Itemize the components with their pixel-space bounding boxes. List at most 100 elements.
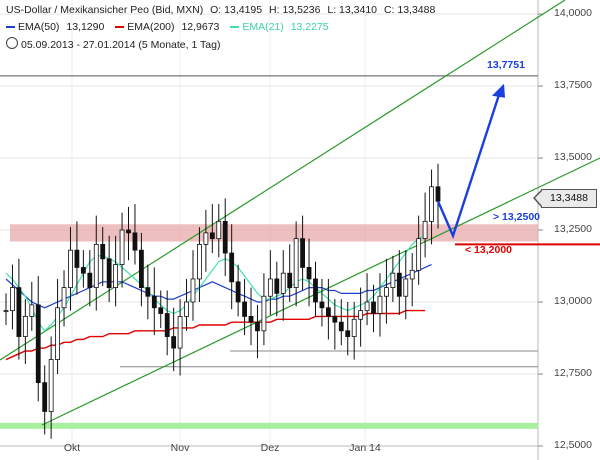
ohlc-low: L: 13,3410 [327, 4, 378, 16]
candle-body [190, 278, 196, 303]
candle-body [10, 287, 15, 312]
candle-body [377, 295, 383, 314]
grid-lines [0, 0, 543, 460]
support-zone [0, 422, 538, 429]
candle-body [197, 243, 202, 280]
candle-body [158, 307, 164, 314]
candle-body [403, 278, 409, 297]
candle-body [42, 382, 48, 412]
candle-body [93, 243, 99, 288]
y-tick-label: 12,7500 [554, 367, 592, 379]
candle-body [145, 287, 151, 297]
instrument-title: US-Dollar / Mexikansicher Peo (Bid, MXN) [6, 4, 204, 16]
candle-body [358, 310, 364, 320]
level-label-below: < 13,2000 [465, 244, 513, 256]
y-tick-label: 14,0000 [554, 7, 592, 19]
candle-body [325, 307, 331, 317]
candle-body [338, 321, 344, 332]
candle-body [261, 295, 267, 332]
legend-ema21: EMA(21) 13,2275 [230, 21, 332, 33]
y-tick-label: 13,0000 [554, 295, 592, 307]
date-range-line: 05.09.2013 - 27.01.2014 (5 Monate, 1 Tag… [6, 37, 224, 51]
candle-body [229, 252, 235, 283]
x-tick-label: Dez [260, 442, 280, 454]
candle-body [274, 278, 280, 294]
candle-body [74, 249, 80, 268]
candle-body [139, 249, 144, 289]
candle-body [216, 220, 222, 240]
clock-icon [6, 37, 18, 49]
legend-ema200: EMA(200) 12,9673 [115, 21, 223, 33]
candle-body [184, 301, 189, 317]
candle-body [345, 330, 351, 337]
candle-body [248, 315, 254, 323]
arrow-head [492, 83, 505, 98]
candle-body [351, 318, 357, 337]
ema200-line [5, 309, 426, 361]
x-tick-label: Jan 14 [349, 442, 381, 454]
candle-body [35, 304, 41, 384]
projection-path [436, 91, 502, 240]
candle-body [235, 281, 241, 303]
y-tick-label: 13,5000 [554, 151, 592, 163]
candle-body [106, 258, 112, 288]
legend-line: EMA(50) 13,1290 EMA(200) 12,9673 EMA(21)… [6, 21, 337, 33]
x-tick-label: Nov [170, 442, 190, 454]
upper-trend-line [0, 0, 566, 361]
candle-body [119, 229, 125, 265]
candle-body [293, 238, 299, 288]
candle-body [48, 359, 54, 412]
candle-body [87, 272, 93, 289]
y-tick-label: 13,2500 [554, 223, 592, 235]
candle-body [151, 295, 157, 309]
candle-body [287, 272, 293, 289]
candle-body [409, 269, 415, 280]
date-range: 05.09.2013 - 27.01.2014 (5 Monate, 1 Tag… [21, 39, 221, 51]
candle-body [255, 321, 260, 332]
candle-body [396, 272, 402, 297]
target-label: 13,7751 [487, 59, 525, 71]
lower-trend-line [41, 157, 600, 426]
candle-body [390, 272, 396, 289]
candle-body [113, 264, 119, 288]
candle-body [132, 232, 138, 251]
candle-body [203, 232, 209, 245]
ema21-line [5, 235, 426, 332]
candle-body [3, 310, 9, 313]
candle-body [435, 186, 441, 202]
candle-body [100, 243, 106, 260]
x-tick-label: Okt [63, 442, 81, 454]
candle-body [364, 301, 370, 312]
candle-body [209, 232, 215, 240]
candle-body [416, 238, 422, 271]
y-tick-label: 13,7500 [554, 79, 592, 91]
candle-body [384, 287, 389, 297]
candle-body [171, 336, 177, 349]
level-label-above: > 13,2500 [493, 211, 541, 223]
candles [3, 163, 441, 439]
projection-arrow [436, 83, 505, 240]
price-zones [0, 224, 538, 429]
horizontal-lines [0, 75, 600, 368]
candle-body [80, 267, 86, 274]
trend-channel [0, 0, 600, 426]
legend-ema50: EMA(50) 13,1290 [6, 21, 108, 33]
candle-body [306, 267, 312, 280]
candle-body [22, 315, 28, 337]
candle-body [126, 229, 131, 234]
candle-body [429, 186, 434, 222]
candle-body [332, 315, 338, 323]
candle-body [164, 313, 170, 337]
candle-body [29, 304, 35, 317]
candle-body [280, 272, 286, 294]
candle-body [371, 301, 376, 314]
ohlc-high: H: 13,5236 [269, 4, 321, 16]
candle-body [422, 220, 428, 240]
ohlc-open: O: 13,4195 [210, 4, 263, 16]
last-price-box: 13,3488 [533, 189, 597, 208]
candle-body [242, 301, 247, 317]
candle-body [61, 287, 67, 309]
ohlc-close: C: 13,3488 [383, 4, 436, 16]
candle-body [177, 315, 183, 349]
